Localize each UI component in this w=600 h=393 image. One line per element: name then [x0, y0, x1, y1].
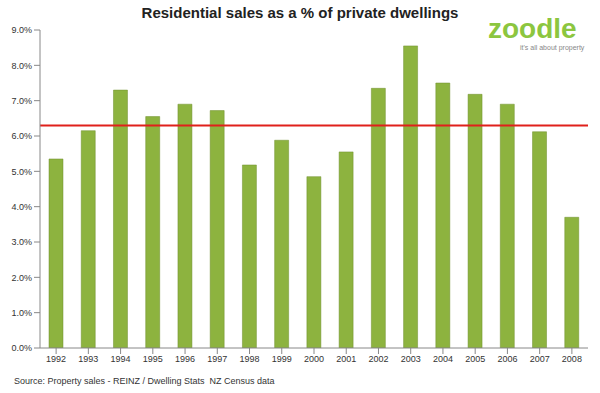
html-text:Residential sales as a % of pr: Residential sales as a % of private dwel…	[141, 4, 459, 21]
svg-text:2005: 2005	[465, 354, 485, 364]
svg-text:9.0%: 9.0%	[11, 25, 32, 35]
svg-text:2004: 2004	[433, 354, 453, 364]
svg-text:2007: 2007	[530, 354, 550, 364]
html-text:zoodle: zoodle	[488, 13, 577, 44]
svg-text:0.0%: 0.0%	[11, 343, 32, 353]
svg-text:1999: 1999	[272, 354, 292, 364]
svg-text:1996: 1996	[175, 354, 195, 364]
svg-text:8.0%: 8.0%	[11, 61, 32, 71]
svg-text:2001: 2001	[336, 354, 356, 364]
svg-text:1993: 1993	[78, 354, 98, 364]
svg-text:7.0%: 7.0%	[11, 96, 32, 106]
svg-text:1998: 1998	[240, 354, 260, 364]
svg-text:1994: 1994	[111, 354, 131, 364]
svg-text:3.0%: 3.0%	[11, 237, 32, 247]
svg-text:2000: 2000	[304, 354, 324, 364]
svg-text:2.0%: 2.0%	[11, 273, 32, 283]
svg-text:2006: 2006	[497, 354, 517, 364]
html-text:Source: Property sales - REINZ: Source: Property sales - REINZ / Dwellin…	[14, 376, 275, 386]
svg-text:1.0%: 1.0%	[11, 308, 32, 318]
svg-text:4.0%: 4.0%	[11, 202, 32, 212]
svg-text:1997: 1997	[207, 354, 227, 364]
svg-text:6.0%: 6.0%	[11, 131, 32, 141]
svg-text:2002: 2002	[368, 354, 388, 364]
svg-text:1995: 1995	[143, 354, 163, 364]
svg-text:2008: 2008	[562, 354, 582, 364]
svg-text:2003: 2003	[401, 354, 421, 364]
svg-text:1992: 1992	[46, 354, 66, 364]
svg-text:5.0%: 5.0%	[11, 167, 32, 177]
html-text:it's all about property: it's all about property	[520, 44, 585, 51]
